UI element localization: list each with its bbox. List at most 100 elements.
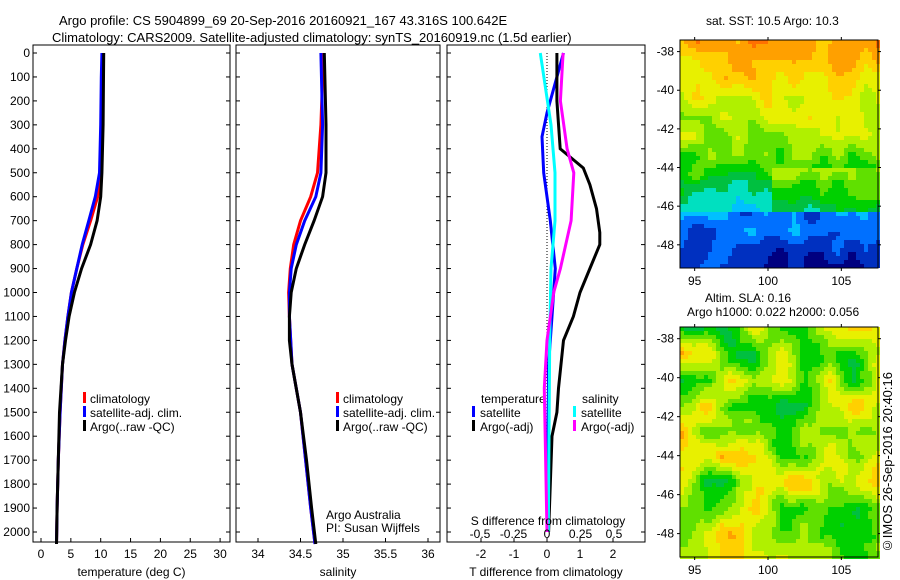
map-cell [820,64,824,68]
map-cell [840,256,844,260]
map-cell [680,379,684,383]
map-cell [724,459,728,463]
map-cell [696,96,700,100]
map-cell [864,84,868,88]
map-cell [704,527,708,531]
map-cell [860,256,864,260]
map-cell [708,256,712,260]
map-cell [844,152,848,156]
map-cell [812,56,816,60]
map-cell [756,252,760,256]
map-cell [764,463,768,467]
map-cell [836,176,840,180]
map-cell [744,447,748,451]
map-cell [788,228,792,232]
map-cell [704,407,708,411]
map-cell [716,252,720,256]
map-cell [724,335,728,339]
map-cell [704,196,708,200]
map-cell [720,467,724,471]
map-cell [712,84,716,88]
map-cell [760,491,764,495]
map-cell [840,120,844,124]
map-cell [692,124,696,128]
map-cell [696,212,700,216]
map-cell [808,60,812,64]
map-cell [716,439,720,443]
map-cell [788,264,792,268]
map-cell [868,176,872,180]
map-cell [704,84,708,88]
map-cell [700,140,704,144]
map-cell [748,100,752,104]
map-cell [792,331,796,335]
map-cell [776,224,780,228]
map-cell [744,188,748,192]
map-cell [864,252,868,256]
map-cell [784,371,788,375]
map-cell [776,44,780,48]
map-cell [832,44,836,48]
map-cell [728,379,732,383]
map-cell [768,503,772,507]
map-cell [776,120,780,124]
map-cell [716,124,720,128]
map-cell [744,184,748,188]
map-cell [752,240,756,244]
map-cell [772,395,776,399]
map-cell [728,224,732,228]
map-cell [828,220,832,224]
map-cell [804,104,808,108]
map-cell [764,156,768,160]
map-cell [780,92,784,96]
map-cell [724,200,728,204]
map-cell [708,507,712,511]
map-cell [696,60,700,64]
map-cell [740,136,744,140]
map-cell [708,144,712,148]
map-cell [772,96,776,100]
map-cell [680,200,684,204]
map-cell [772,172,776,176]
map-cell [804,68,808,72]
map-cell [736,347,740,351]
map-cell [696,264,700,268]
map-cell [828,232,832,236]
map-cell [860,48,864,52]
map-cell [712,395,716,399]
map-cell [760,327,764,331]
map-cell [680,499,684,503]
map-cell [720,216,724,220]
map-cell [684,471,688,475]
map-cell [748,475,752,479]
map-cell [716,104,720,108]
map-cell [688,76,692,80]
map-cell [748,136,752,140]
map-cell [684,507,688,511]
map-cell [772,116,776,120]
map-cell [688,359,692,363]
map-cell [796,435,800,439]
map-cell [784,116,788,120]
map-cell [720,264,724,268]
map-cell [700,64,704,68]
map-cell [708,431,712,435]
map-cell [840,76,844,80]
map-cell [776,124,780,128]
map-cell [716,148,720,152]
map-cell [764,260,768,264]
map-cell [792,252,796,256]
map-cell [772,112,776,116]
map-cell [828,236,832,240]
map-cell [728,415,732,419]
map-cell [792,339,796,343]
map-cell [724,124,728,128]
map-cell [736,451,740,455]
map-cell [704,144,708,148]
map-cell [688,443,692,447]
map-cell [700,363,704,367]
map-cell [736,208,740,212]
map-cell [688,479,692,483]
map-cell [756,152,760,156]
map-cell [748,180,752,184]
